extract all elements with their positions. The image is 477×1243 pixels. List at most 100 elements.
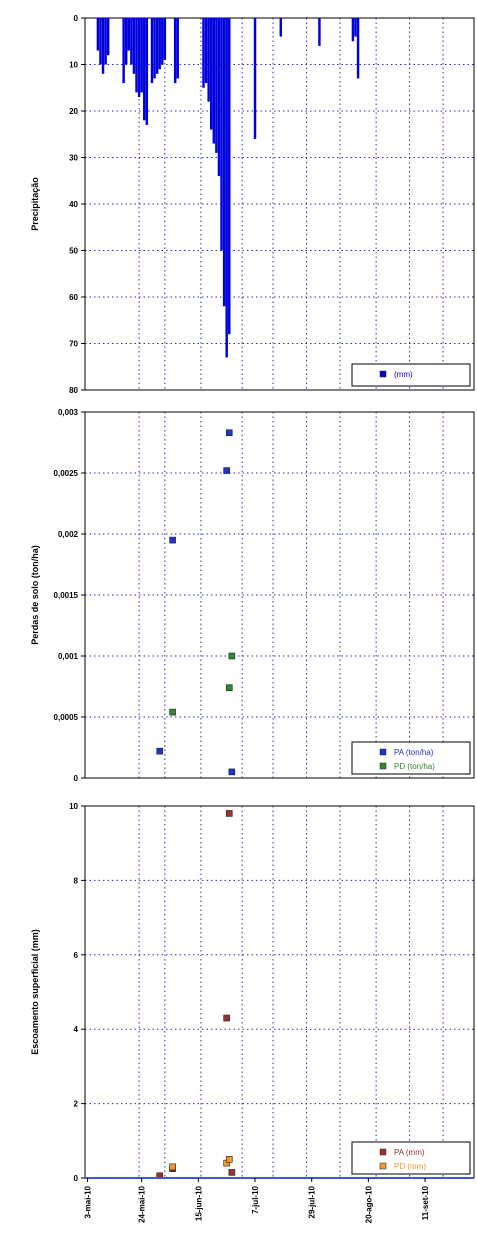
precip-bar-21	[173, 18, 177, 84]
precip-bar-13	[143, 18, 146, 121]
y-tick-label-1-4: 40	[69, 200, 78, 209]
y-tick-label-1-3: 30	[69, 154, 78, 163]
precip-bar-19	[161, 18, 164, 65]
y-tick-label-3-0: 0	[74, 1174, 79, 1183]
precip-bar-16	[153, 18, 156, 79]
precip-bar-4	[106, 18, 110, 56]
legend-swatch-3-1	[379, 1148, 387, 1156]
point-2-2-0	[169, 708, 176, 716]
precip-bar-1	[99, 18, 102, 65]
y-tick-label-1-7: 70	[69, 340, 78, 349]
y-tick-label-3-5: 10	[69, 802, 78, 811]
precip-bar-22	[176, 18, 179, 79]
x-tick-label-4: 29-jul-10	[308, 1185, 317, 1218]
legend-box-3	[351, 1141, 471, 1175]
y-axis-title-3: Escoamento superficial (mm)	[30, 929, 40, 1055]
y-axis-title-2: Perdas de solo (ton/ha)	[30, 545, 40, 645]
precip-bar-36	[318, 18, 321, 46]
legend-box-2	[351, 741, 471, 775]
precip-bar-25	[207, 18, 210, 102]
x-tick-label-3: 7-jul-10	[251, 1185, 260, 1214]
precip-bar-39	[356, 18, 360, 79]
precip-bar-2	[101, 18, 105, 74]
y-tick-label-2-2: 0,001	[58, 652, 79, 661]
legend-label-1-1: (mm)	[394, 370, 413, 379]
x-tick-label-5: 20-ago-10	[364, 1185, 373, 1223]
legend-label-3-2: PD (mm)	[394, 1162, 426, 1171]
precip-bar-27	[212, 18, 216, 144]
precip-bar-12	[140, 18, 143, 93]
point-2-1-4	[228, 768, 236, 776]
y-tick-label-1-1: 10	[69, 61, 78, 70]
y-tick-label-2-5: 0,0025	[54, 469, 79, 478]
plot-frame-1	[84, 17, 475, 391]
legend-swatch-2-1	[379, 748, 387, 756]
y-tick-label-2-3: 0,0015	[54, 591, 79, 600]
precip-bar-32	[225, 18, 228, 358]
precip-bar-26	[210, 18, 213, 130]
y-tick-label-1-2: 20	[69, 107, 78, 116]
precip-bar-14	[145, 18, 149, 125]
precip-bar-23	[202, 18, 205, 88]
precip-bar-0	[96, 18, 100, 51]
legend-box-1	[351, 363, 471, 387]
x-tick-label-0: 3-mai-10	[84, 1185, 93, 1218]
precip-bar-37	[351, 18, 355, 42]
precip-bar-8	[130, 18, 133, 65]
y-tick-label-2-0: 0	[74, 774, 79, 783]
precip-bar-24	[204, 18, 208, 84]
legend-label-3-1: PA (mm)	[394, 1148, 425, 1157]
legend-swatch-2-2	[379, 762, 387, 770]
y-tick-label-1-0: 0	[74, 14, 79, 23]
plot-frame-2	[84, 411, 475, 779]
point-2-1-1	[169, 536, 176, 544]
plot-area-3	[85, 806, 474, 1178]
point-3-1-2	[223, 1014, 230, 1022]
legend-swatch-3-2	[379, 1162, 387, 1170]
point-2-1-2	[223, 467, 230, 474]
x-tick-label-1: 24-mai-10	[138, 1185, 147, 1222]
point-2-2-1	[225, 684, 233, 692]
y-tick-label-1-5: 50	[69, 247, 78, 256]
precip-bar-38	[354, 18, 357, 37]
precip-bar-15	[150, 18, 154, 84]
point-3-1-3	[225, 810, 233, 817]
precip-bar-3	[104, 18, 107, 65]
y-tick-label-2-4: 0,002	[58, 530, 79, 539]
y-axis-title-1: Precipitação	[30, 177, 40, 231]
precip-bar-18	[158, 18, 161, 70]
y-tick-label-3-3: 6	[74, 951, 79, 960]
legend-label-2-1: PA (ton/ha)	[394, 748, 434, 757]
precip-bar-9	[132, 18, 136, 74]
precip-bar-28	[215, 18, 218, 153]
point-3-2-0	[169, 1163, 176, 1171]
precip-bar-31	[222, 18, 226, 307]
precip-bar-33	[228, 18, 231, 335]
y-tick-label-3-1: 2	[74, 1100, 79, 1109]
y-tick-label-1-8: 80	[69, 386, 78, 395]
y-tick-label-2-1: 0,0005	[54, 713, 79, 722]
point-2-1-3	[225, 429, 233, 437]
y-tick-label-1-6: 60	[69, 293, 78, 302]
point-3-1-4	[228, 1169, 236, 1176]
precip-bar-7	[127, 18, 131, 51]
y-tick-label-3-2: 4	[74, 1025, 79, 1034]
precip-bar-34	[253, 18, 257, 139]
precip-bar-6	[124, 18, 128, 65]
point-2-2-2	[228, 652, 236, 660]
precip-bar-29	[217, 18, 221, 177]
y-tick-label-2-6: 0,003	[58, 408, 79, 417]
legend-swatch-1-1	[379, 370, 387, 378]
legend-label-2-2: PD (ton/ha)	[394, 762, 435, 771]
precip-bar-5	[122, 18, 125, 84]
precip-bar-35	[279, 18, 283, 37]
point-3-2-2	[225, 1156, 233, 1163]
precip-bar-10	[135, 18, 138, 93]
precip-bar-11	[137, 18, 141, 98]
precip-bar-20	[163, 18, 167, 60]
x-tick-label-6: 11-set-10	[421, 1185, 430, 1220]
precip-bar-30	[220, 18, 223, 251]
point-2-1-0	[156, 747, 164, 755]
